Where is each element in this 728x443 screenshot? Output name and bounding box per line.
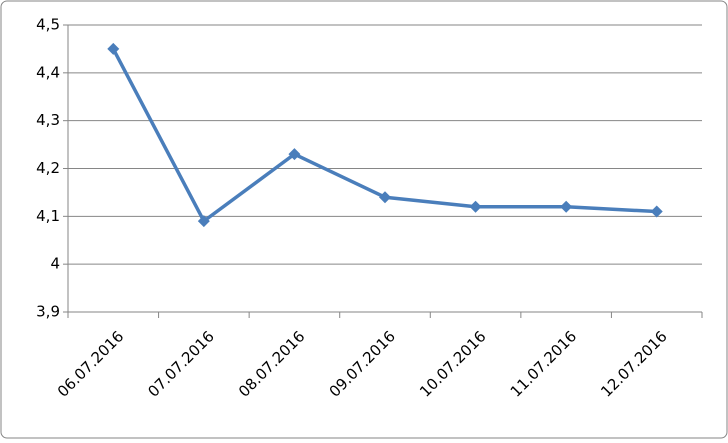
y-tick-label: 4,4 [36, 63, 60, 81]
y-tick-label: 4,3 [36, 111, 60, 129]
y-tick-label: 3,9 [36, 303, 60, 321]
marker [107, 42, 120, 55]
marker [469, 200, 482, 213]
marker [288, 148, 301, 161]
y-tick-label: 4,5 [36, 16, 60, 34]
marker [650, 205, 663, 218]
marker [197, 215, 210, 228]
y-tick-label: 4,1 [36, 207, 60, 225]
marker [379, 191, 391, 204]
y-tick-label: 4,2 [36, 159, 60, 177]
y-tick-label: 4 [50, 255, 60, 273]
marker [560, 200, 573, 213]
